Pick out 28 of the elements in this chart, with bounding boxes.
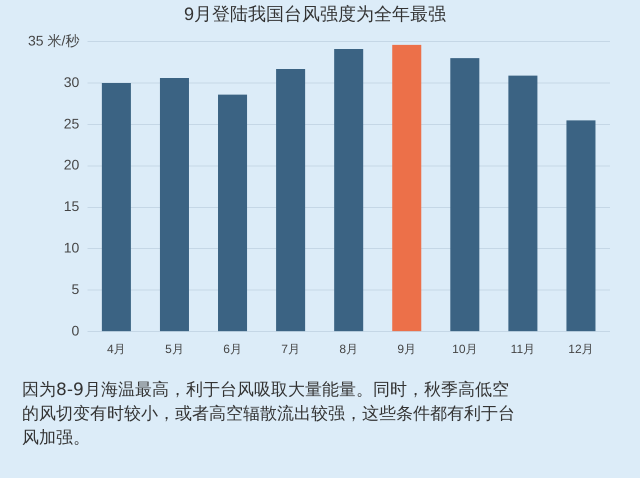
bar (276, 68, 306, 332)
text: 因为8-9月海温最高，利于台风吸取大量能量。同时，秋季高低空的风切变有时较小，或者高空辐散流出较强，这些条件都有利于台风加强。 (22, 379, 516, 450)
x-tick-label: 11月 (510, 342, 536, 356)
x-tick-label: 9月 (397, 342, 416, 356)
x-tick-label: 5月 (165, 342, 184, 356)
bar (160, 78, 189, 332)
bar (450, 58, 480, 332)
x-tick-label: 7月 (281, 342, 300, 356)
y-tick-label: 20 (64, 156, 80, 173)
x-tick-label: 10月 (452, 342, 478, 356)
y-tick-label: 5 (72, 281, 80, 298)
y-tick-label: 25 (64, 115, 80, 132)
bar (102, 83, 131, 332)
bar (508, 76, 538, 332)
bar (334, 49, 364, 332)
bar (566, 120, 596, 332)
bar (392, 44, 422, 332)
x-tick-label: 4月 (107, 342, 126, 356)
y-tick-label: 10 (64, 240, 80, 256)
x-tick-label: 6月 (223, 342, 242, 356)
x-tick-label: 8月 (339, 342, 358, 356)
chart-title: 9月登陆我国台风强度为全年最强 (184, 4, 446, 24)
y-tick-label: 15 (64, 198, 80, 214)
y-tick-label: 35 米/秒 (28, 32, 80, 48)
y-tick-label: 30 (64, 74, 80, 90)
bar (218, 94, 248, 332)
y-tick-label: 0 (72, 322, 80, 338)
x-tick-label: 12月 (568, 342, 594, 356)
